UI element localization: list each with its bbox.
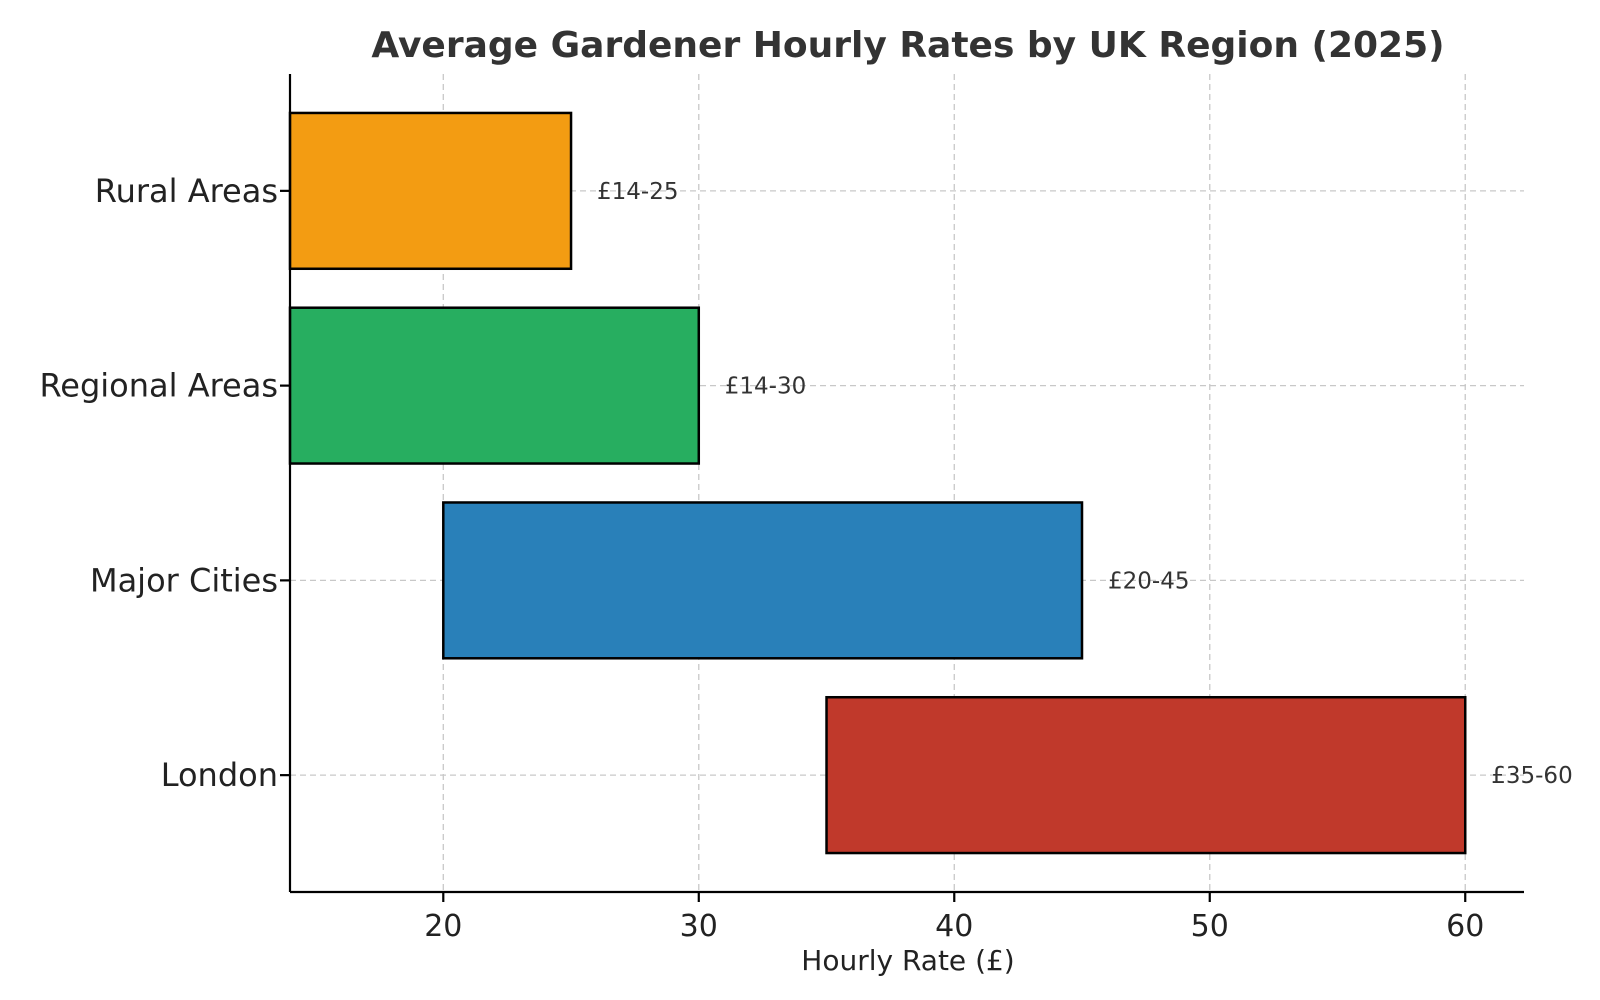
chart-title: Average Gardener Hourly Rates by UK Regi… [371, 25, 1444, 66]
x-tick-label: 30 [680, 909, 718, 944]
bar-regional-areas [288, 306, 701, 465]
data-label: £35-60 [1491, 763, 1572, 789]
y-tick-label: London [161, 756, 278, 794]
bar-rural-areas [288, 111, 573, 271]
y-tick-label: Regional Areas [39, 367, 278, 405]
bar-london [825, 695, 1467, 855]
data-label: £20-45 [1108, 568, 1189, 594]
x-axis-label: Hourly Rate (£) [801, 944, 1014, 977]
labels: £14-25 £14-30 £20-45 £35-60 20 30 40 50 60 Rural … [39, 172, 1572, 944]
x-tick-label: 60 [1446, 909, 1484, 944]
data-label: £14-25 [597, 179, 678, 205]
data-label: £14-30 [725, 374, 806, 400]
x-tick-label: 40 [935, 909, 973, 944]
bar-major-cities [442, 501, 1084, 660]
y-tick-label: Rural Areas [95, 172, 278, 210]
x-tick-label: 50 [1191, 909, 1229, 944]
axes [280, 74, 1524, 902]
bars [288, 111, 1467, 855]
y-tick-label: Major Cities [90, 561, 278, 599]
x-tick-label: 20 [424, 909, 462, 944]
